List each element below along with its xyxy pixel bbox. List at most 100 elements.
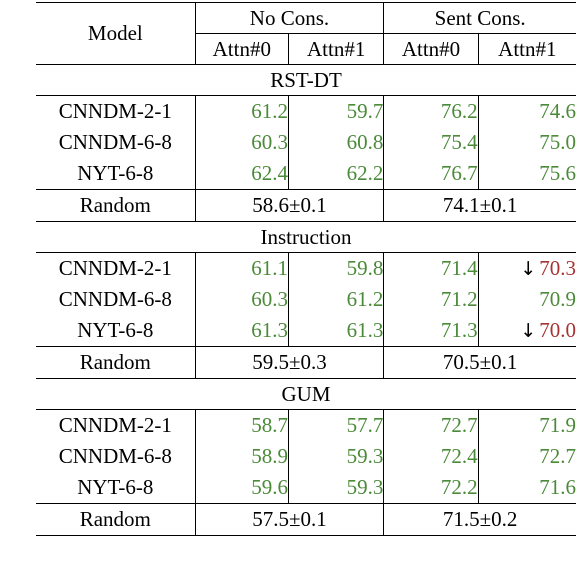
- score-value: 72.4: [440, 444, 478, 468]
- score-value: 61.2: [251, 99, 288, 123]
- model-name-cell: NYT-6-8: [77, 161, 154, 185]
- score-cell: ↓ 70.0: [477, 315, 576, 347]
- random-row: Random 57.5±0.1 71.5±0.2: [36, 503, 576, 536]
- score-value: 60.3: [251, 287, 288, 311]
- model-name-cell: NYT-6-8: [77, 318, 154, 342]
- score-value: 70.3: [539, 256, 576, 280]
- score-value: 58.7: [251, 413, 288, 437]
- score-value: 61.1: [251, 256, 288, 280]
- score-cell: 75.6: [477, 158, 576, 190]
- score-value: 75.0: [539, 130, 576, 154]
- table-row: NYT-6-8 62.4 62.2 76.7 75.6: [36, 158, 576, 190]
- score-value: 59.7: [346, 99, 384, 123]
- score-value: 59.3: [346, 475, 384, 499]
- model-name-cell: CNNDM-6-8: [58, 444, 172, 468]
- down-arrow-icon: ↓: [520, 320, 537, 342]
- sub-header-no-cons-attn0: Attn#0: [194, 33, 289, 65]
- score-cell: 71.3: [383, 315, 479, 347]
- score-value: 70.9: [539, 287, 576, 311]
- score-cell: 61.1: [194, 252, 289, 284]
- score-value: 71.6: [539, 475, 576, 499]
- table-row: CNNDM-6-8 60.3 61.2 71.2 70.9: [36, 284, 576, 315]
- table-row: CNNDM-2-1 61.2 59.7 76.2 74.6: [36, 95, 576, 127]
- group-header-no-cons: No Cons.: [194, 2, 384, 34]
- score-cell: 61.2: [194, 95, 289, 127]
- random-value-cell: 70.5±0.1: [383, 346, 576, 379]
- score-cell: 61.2: [287, 284, 384, 315]
- score-cell: 61.3: [287, 315, 384, 347]
- header-row-attn: Attn#0 Attn#1 Attn#0 Attn#1: [36, 33, 576, 65]
- section-row: Instruction: [36, 221, 576, 253]
- group-header-sent-cons: Sent Cons.: [383, 2, 576, 34]
- model-name-cell: CNNDM-6-8: [58, 130, 172, 154]
- random-label: Random: [36, 503, 196, 536]
- score-cell: 76.7: [383, 158, 479, 190]
- score-cell: 60.3: [194, 127, 289, 158]
- score-value: 61.2: [346, 287, 384, 311]
- sub-header-sent-cons-attn0: Attn#0: [383, 33, 479, 65]
- results-table-body: Model No Cons. Sent Cons. Attn#0 Attn#1 …: [36, 2, 576, 536]
- score-value: 76.2: [440, 99, 478, 123]
- random-row: Random 59.5±0.3 70.5±0.1: [36, 346, 576, 379]
- model-name-cell: NYT-6-8: [77, 475, 154, 499]
- sub-header-no-cons-attn1: Attn#1: [287, 33, 384, 65]
- table-row: NYT-6-8 59.6 59.3 72.2 71.6: [36, 472, 576, 504]
- table-row: CNNDM-2-1 61.1 59.8 71.4 ↓ 70.3: [36, 252, 576, 284]
- score-cell: 70.9: [477, 284, 576, 315]
- score-cell: 71.9: [477, 409, 576, 441]
- random-label: Random: [36, 189, 196, 222]
- score-value: 60.8: [346, 130, 384, 154]
- random-value-cell: 58.6±0.1: [194, 189, 384, 222]
- score-cell: 57.7: [287, 409, 384, 441]
- score-value: 71.9: [539, 413, 576, 437]
- score-cell: 59.3: [287, 441, 384, 472]
- model-name-cell: CNNDM-2-1: [58, 413, 172, 437]
- score-cell: 59.6: [194, 472, 289, 504]
- score-value: 62.4: [251, 161, 288, 185]
- score-value: 70.0: [539, 318, 576, 342]
- score-cell: 72.2: [383, 472, 479, 504]
- score-value: 59.6: [251, 475, 288, 499]
- score-cell: 71.6: [477, 472, 576, 504]
- score-value: 59.8: [346, 256, 384, 280]
- score-value: 74.6: [539, 99, 576, 123]
- down-arrow-icon: ↓: [520, 258, 537, 280]
- model-name-cell: CNNDM-2-1: [58, 256, 172, 280]
- score-cell: 59.3: [287, 472, 384, 504]
- score-cell: 61.3: [194, 315, 289, 347]
- score-cell: 58.7: [194, 409, 289, 441]
- header-row-groups: Model No Cons. Sent Cons.: [36, 2, 576, 65]
- section-row: GUM: [36, 378, 576, 410]
- score-cell: 76.2: [383, 95, 479, 127]
- score-cell: ↓ 70.3: [477, 252, 576, 284]
- score-cell: 60.8: [287, 127, 384, 158]
- model-header: Model: [36, 2, 196, 65]
- score-cell: 72.7: [477, 441, 576, 472]
- score-value: 75.6: [539, 161, 576, 185]
- random-value-cell: 71.5±0.2: [383, 503, 576, 536]
- score-value: 59.3: [346, 444, 384, 468]
- section-title: GUM: [36, 378, 576, 410]
- score-cell: 72.4: [383, 441, 479, 472]
- score-value: 58.9: [251, 444, 288, 468]
- random-row: Random 58.6±0.1 74.1±0.1: [36, 189, 576, 222]
- score-cell: 75.4: [383, 127, 479, 158]
- score-cell: 58.9: [194, 441, 289, 472]
- score-value: 61.3: [346, 318, 384, 342]
- random-value-cell: 57.5±0.1: [194, 503, 384, 536]
- table-row: CNNDM-2-1 58.7 57.7 72.7 71.9: [36, 409, 576, 441]
- score-cell: 74.6: [477, 95, 576, 127]
- sub-header-sent-cons-attn1: Attn#1: [477, 33, 576, 65]
- score-value: 57.7: [346, 413, 384, 437]
- table-row: CNNDM-6-8 58.9 59.3 72.4 72.7: [36, 441, 576, 472]
- table-row: NYT-6-8 61.3 61.3 71.3 ↓ 70.0: [36, 315, 576, 347]
- random-value-cell: 74.1±0.1: [383, 189, 576, 222]
- score-value: 75.4: [440, 130, 478, 154]
- section-title: RST-DT: [36, 64, 576, 96]
- score-cell: 59.7: [287, 95, 384, 127]
- score-value: 60.3: [251, 130, 288, 154]
- score-cell: 72.7: [383, 409, 479, 441]
- score-value: 71.3: [440, 318, 478, 342]
- random-label: Random: [36, 346, 196, 379]
- score-value: 72.2: [440, 475, 478, 499]
